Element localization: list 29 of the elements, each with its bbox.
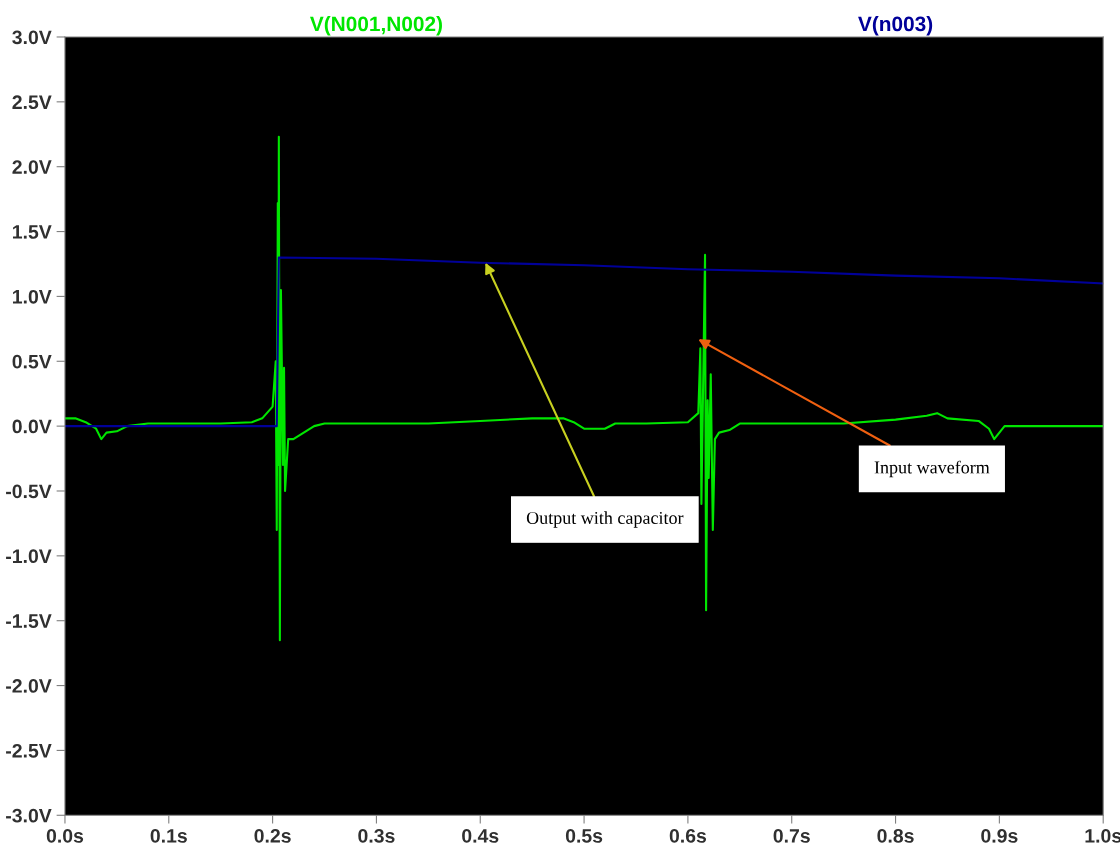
x-tick-label: 0.6s <box>669 828 707 843</box>
y-tick-label: 1.0V <box>12 289 52 304</box>
x-tick-label: 0.1s <box>150 828 187 843</box>
x-tick-label: 0.5s <box>565 828 603 843</box>
y-tick-label: -0.5V <box>6 484 52 499</box>
y-tick-label: -2.0V <box>6 679 52 693</box>
y-tick-label: 1.5V <box>12 225 52 239</box>
y-tick-label: 3.0V <box>12 30 52 45</box>
x-tick-label: 0.7s <box>773 828 810 843</box>
x-tick-label: 0.8s <box>877 828 914 843</box>
y-tick-label: 0.0V <box>12 419 52 434</box>
y-tick-label: 2.0V <box>12 160 52 174</box>
y-tick-label: 0.5V <box>12 354 52 369</box>
annotation: Output with capacitor <box>526 511 684 528</box>
annotation: Input waveform <box>874 460 990 478</box>
x-tick-label: 0.3s <box>358 828 395 843</box>
text: V(n003) <box>858 16 933 36</box>
x-tick-label: 0.2s <box>254 828 291 843</box>
y-tick-label: -1.5V <box>6 614 52 628</box>
x-tick-label: 0.4s <box>462 828 499 843</box>
y-tick-label: -2.5V <box>6 743 52 758</box>
text: V(N001,N002) <box>309 16 442 36</box>
y-tick-label: -1.0V <box>6 549 52 564</box>
x-tick-label: 0.9s <box>981 828 1018 843</box>
y-tick-label: 2.5V <box>12 95 52 110</box>
x-tick-label: 0.0s <box>46 828 84 843</box>
y-tick-label: -3.0V <box>6 808 52 823</box>
line-series <box>64 256 1104 428</box>
line-series <box>64 135 1104 642</box>
